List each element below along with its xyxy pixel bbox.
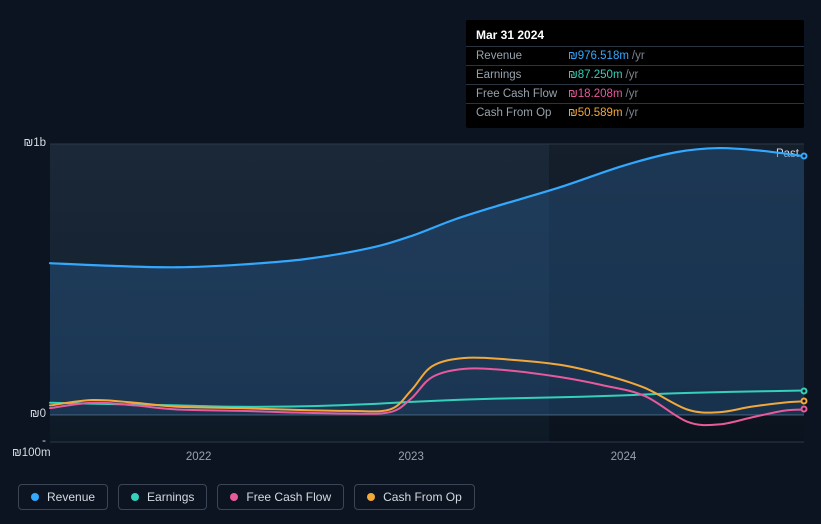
tooltip-label: Earnings bbox=[476, 69, 568, 81]
legend-item[interactable]: Cash From Op bbox=[354, 484, 475, 510]
tooltip-unit: /yr bbox=[626, 69, 639, 81]
legend-item[interactable]: Free Cash Flow bbox=[217, 484, 344, 510]
series-end-marker bbox=[801, 387, 808, 394]
series-end-marker bbox=[801, 398, 808, 405]
chart-svg bbox=[50, 144, 804, 442]
legend-item[interactable]: Earnings bbox=[118, 484, 207, 510]
x-axis: 2022 2023 2024 bbox=[50, 447, 804, 467]
tooltip-value: ₪87.250m bbox=[568, 69, 623, 81]
x-axis-label: 2024 bbox=[611, 451, 637, 463]
y-axis-label: ₪1b bbox=[12, 137, 46, 149]
plot-area[interactable]: Past bbox=[50, 144, 804, 442]
legend-label: Earnings bbox=[147, 490, 194, 504]
tooltip-row: Earnings₪87.250m/yr bbox=[466, 65, 804, 84]
legend-dot-icon bbox=[131, 493, 139, 501]
tooltip-value: ₪18.208m bbox=[568, 88, 623, 100]
legend-dot-icon bbox=[230, 493, 238, 501]
x-axis-label: 2023 bbox=[398, 451, 424, 463]
legend-label: Cash From Op bbox=[383, 490, 462, 504]
y-axis-label: ₪0 bbox=[12, 408, 46, 420]
tooltip-date: Mar 31 2024 bbox=[466, 26, 804, 46]
legend-item[interactable]: Revenue bbox=[18, 484, 108, 510]
data-tooltip: Mar 31 2024 Revenue₪976.518m/yrEarnings₪… bbox=[466, 20, 804, 128]
series-end-marker bbox=[801, 406, 808, 413]
tooltip-label: Cash From Op bbox=[476, 107, 568, 119]
financial-chart: ₪1b₪0-₪100m Past 202220232024 bbox=[18, 120, 804, 475]
legend-label: Revenue bbox=[47, 490, 95, 504]
legend-dot-icon bbox=[367, 493, 375, 501]
tooltip-label: Free Cash Flow bbox=[476, 88, 568, 100]
tooltip-unit: /yr bbox=[632, 50, 645, 62]
tooltip-row: Free Cash Flow₪18.208m/yr bbox=[466, 84, 804, 103]
x-axis-label: 2022 bbox=[186, 451, 212, 463]
tooltip-row: Revenue₪976.518m/yr bbox=[466, 46, 804, 65]
tooltip-unit: /yr bbox=[626, 107, 639, 119]
legend: Revenue Earnings Free Cash Flow Cash From O… bbox=[18, 484, 475, 510]
series-end-marker bbox=[801, 153, 808, 160]
tooltip-unit: /yr bbox=[626, 88, 639, 100]
legend-dot-icon bbox=[31, 493, 39, 501]
tooltip-value: ₪976.518m bbox=[568, 50, 629, 62]
y-axis-label: -₪100m bbox=[12, 435, 46, 459]
tooltip-label: Revenue bbox=[476, 50, 568, 62]
tooltip-value: ₪50.589m bbox=[568, 107, 623, 119]
legend-label: Free Cash Flow bbox=[246, 490, 331, 504]
